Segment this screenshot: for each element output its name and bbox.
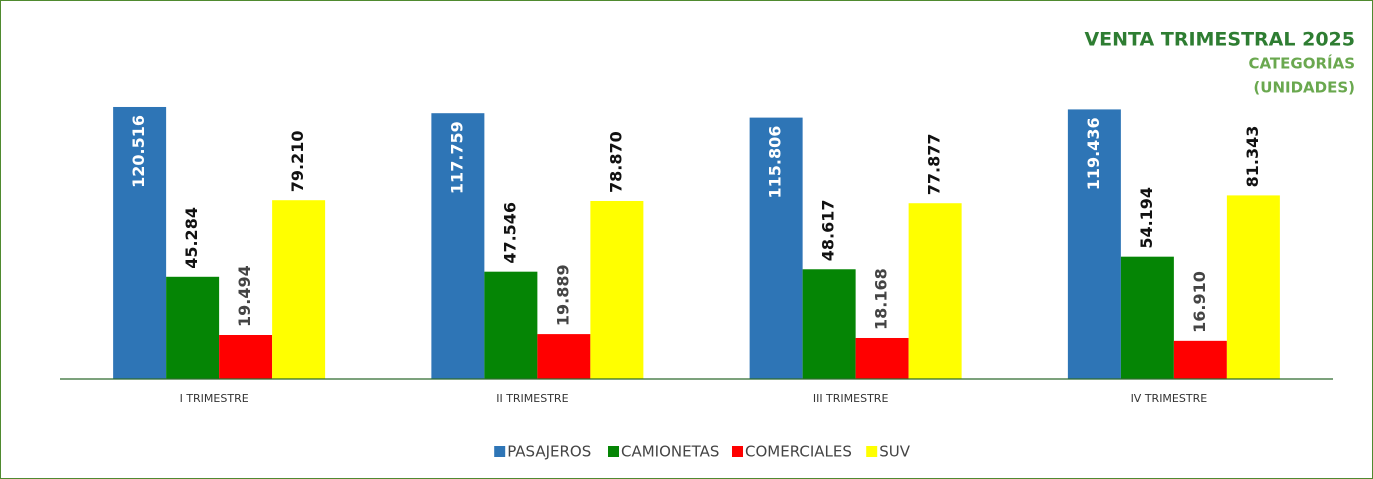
- bar: [272, 200, 326, 379]
- chart-subtitle: CATEGORÍAS: [1248, 54, 1355, 73]
- chart-title: VENTA TRIMESTRAL 2025: [1084, 29, 1355, 51]
- x-tick-label: I TRIMESTRE: [180, 392, 249, 405]
- data-label: 119.436: [1084, 117, 1103, 190]
- data-label: 54.194: [1137, 187, 1156, 249]
- data-label: 81.343: [1243, 126, 1262, 188]
- legend-swatch: [608, 446, 619, 457]
- x-tick-label: III TRIMESTRE: [813, 392, 889, 405]
- bar: [219, 334, 273, 379]
- bar: [1173, 340, 1227, 379]
- data-label: 117.759: [447, 121, 466, 194]
- bar: [1067, 109, 1121, 379]
- bar: [431, 113, 485, 379]
- x-tick-label: II TRIMESTRE: [496, 392, 568, 405]
- bar: [590, 200, 644, 379]
- data-label: 79.210: [288, 130, 307, 192]
- data-label: 45.284: [182, 207, 201, 269]
- chart-subtitle: (UNIDADES): [1253, 79, 1355, 97]
- data-label: 19.889: [553, 264, 572, 326]
- data-label: 115.806: [766, 126, 785, 199]
- legend-label: SUV: [879, 443, 911, 461]
- data-label: 77.877: [925, 133, 944, 195]
- bar: [166, 276, 220, 379]
- legend-swatch: [494, 446, 506, 457]
- data-label: 47.546: [500, 202, 519, 264]
- bar: [484, 271, 538, 379]
- data-label: 18.168: [872, 268, 891, 330]
- legend-label: PASAJEROS: [507, 443, 591, 461]
- data-label: 78.870: [606, 131, 625, 193]
- data-label: 120.516: [129, 115, 148, 188]
- bar: [537, 334, 591, 379]
- bar: [113, 106, 167, 379]
- bar: [855, 337, 909, 379]
- legend-swatch: [866, 446, 878, 457]
- legend-swatch: [732, 446, 743, 457]
- bar: [908, 203, 962, 379]
- bar: [1120, 256, 1174, 379]
- data-label: 16.910: [1190, 271, 1209, 333]
- bar: [802, 269, 856, 379]
- legend-label: COMERCIALES: [745, 443, 852, 461]
- data-label: 48.617: [819, 200, 838, 262]
- bar: [1226, 195, 1280, 379]
- x-tick-label: IV TRIMESTRE: [1131, 392, 1208, 405]
- legend-label: CAMIONETAS: [621, 443, 719, 461]
- data-label: 19.494: [235, 265, 254, 327]
- bar: [749, 117, 803, 379]
